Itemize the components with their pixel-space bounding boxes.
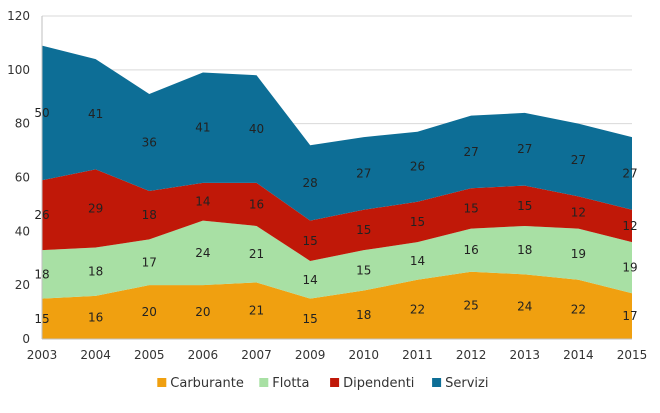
legend-label-carburante: Carburante: [170, 376, 244, 391]
data-label: 18: [356, 308, 371, 322]
x-tick-label: 2005: [134, 348, 165, 362]
data-label: 36: [142, 136, 157, 150]
data-label: 15: [303, 234, 318, 248]
data-label: 24: [195, 246, 210, 260]
area-servizi: [42, 45, 632, 221]
data-label: 19: [571, 247, 586, 261]
x-tick-label: 2007: [241, 348, 272, 362]
data-label: 14: [303, 273, 318, 287]
data-label: 28: [303, 176, 318, 190]
legend-swatch-servizi: [432, 378, 442, 387]
y-tick-label: 120: [7, 9, 30, 23]
data-label: 15: [356, 223, 371, 237]
y-tick-label: 100: [7, 63, 30, 77]
data-label: 21: [249, 247, 264, 261]
area-flotta: [42, 220, 632, 299]
data-labels: 15 16 20 20 21 15 18 22 25 24 22 17 18 18 17 24 21 14 15 14…: [34, 106, 637, 326]
data-label: 29: [88, 201, 103, 215]
x-tick-label: 2011: [402, 348, 433, 362]
y-tick-label: 20: [15, 278, 30, 292]
legend-label-servizi: Servizi: [445, 376, 488, 391]
data-label: 27: [517, 142, 532, 156]
y-tick-label: 0: [22, 332, 30, 346]
x-tick-label: 2010: [349, 348, 380, 362]
data-label: 12: [622, 219, 637, 233]
x-tick-label: 2004: [80, 348, 111, 362]
data-label: 16: [88, 310, 103, 324]
data-label: 27: [356, 166, 371, 180]
data-label: 24: [517, 300, 532, 314]
data-label: 41: [88, 107, 103, 121]
data-label: 26: [410, 160, 425, 174]
data-label: 22: [410, 302, 425, 316]
x-tick-label: 2012: [456, 348, 487, 362]
data-label: 41: [195, 121, 210, 135]
data-label: 15: [410, 215, 425, 229]
x-tick-label: 2006: [188, 348, 219, 362]
data-label: 18: [517, 243, 532, 257]
axes: 0 20 40 60 80 100 120 2003 2004 2005 2006 2007 2009 2…: [7, 9, 647, 362]
legend-label-flotta: Flotta: [272, 376, 309, 391]
area-dipendenti: [42, 169, 632, 261]
data-label: 15: [303, 312, 318, 326]
data-label: 16: [249, 197, 264, 211]
legend-label-dipendenti: Dipendenti: [343, 376, 414, 391]
data-label: 12: [571, 205, 586, 219]
data-label: 27: [571, 153, 586, 167]
legend-swatch-flotta: [259, 378, 269, 387]
data-label: 15: [356, 263, 371, 277]
data-label: 27: [622, 166, 637, 180]
legend-swatch-dipendenti: [330, 378, 340, 387]
data-label: 20: [142, 305, 157, 319]
data-label: 20: [195, 305, 210, 319]
y-tick-label: 80: [15, 117, 30, 131]
data-label: 18: [142, 208, 157, 222]
legend-swatch-carburante: [157, 378, 167, 387]
data-label: 14: [195, 195, 210, 209]
x-tick-label: 2015: [617, 348, 648, 362]
y-tick-label: 60: [15, 171, 30, 185]
x-tick-label: 2013: [509, 348, 540, 362]
x-tick-label: 2003: [27, 348, 58, 362]
x-tick-label: 2009: [295, 348, 326, 362]
data-label: 14: [410, 254, 425, 268]
data-label: 21: [249, 304, 264, 318]
legend: Carburante Flotta Dipendenti Servizi: [157, 376, 488, 391]
data-label: 19: [622, 261, 637, 275]
area-series: [42, 45, 632, 339]
y-tick-label: 40: [15, 224, 30, 238]
data-label: 22: [571, 302, 586, 316]
data-label: 25: [463, 298, 478, 312]
area-carburante: [42, 271, 632, 339]
data-label: 15: [463, 201, 478, 215]
data-label: 16: [463, 243, 478, 257]
data-label: 18: [88, 265, 103, 279]
x-tick-label: 2014: [563, 348, 594, 362]
data-label: 15: [517, 199, 532, 213]
data-label: 17: [142, 255, 157, 269]
data-label: 27: [463, 145, 478, 159]
data-label: 17: [622, 309, 637, 323]
data-label: 40: [249, 122, 264, 136]
